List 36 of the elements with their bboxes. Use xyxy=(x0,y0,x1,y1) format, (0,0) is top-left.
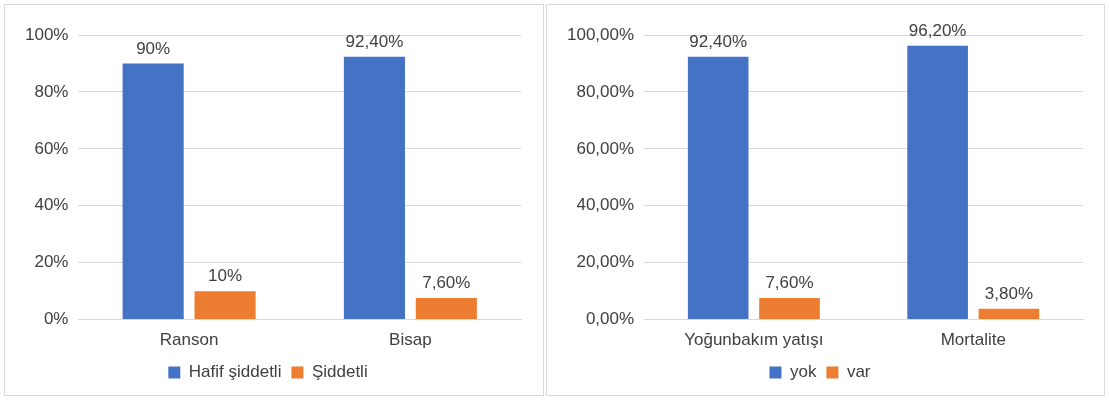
bar xyxy=(122,63,184,320)
legend-label: yok xyxy=(789,362,817,382)
bar xyxy=(906,45,968,320)
data-label: 7,60% xyxy=(764,273,814,293)
data-label: 10% xyxy=(208,266,243,286)
legend-label: Şiddetli xyxy=(311,362,368,382)
bar xyxy=(687,56,748,320)
y-tick-label: 80,00% xyxy=(575,81,634,101)
legend-label: var xyxy=(846,362,871,382)
y-tick-label: 40,00% xyxy=(575,195,634,215)
y-tick-label: 60% xyxy=(34,138,69,158)
y-tick-label: 100,00% xyxy=(566,24,634,44)
y-tick-label: 40% xyxy=(34,195,69,215)
y-tick-label: 20,00% xyxy=(575,252,634,272)
x-tick-label: Yoğunbakım yatışı xyxy=(683,330,823,350)
bar xyxy=(978,308,1039,320)
legend-label: Hafif şiddetli xyxy=(188,362,282,382)
y-tick-label: 20% xyxy=(34,252,69,272)
bar xyxy=(343,56,405,320)
y-tick-label: 0% xyxy=(43,309,69,329)
bar xyxy=(194,291,256,320)
y-tick-label: 60,00% xyxy=(575,138,634,158)
y-tick-label: 100% xyxy=(25,24,69,44)
x-tick-label: Bisap xyxy=(389,330,432,350)
data-label: 92,40% xyxy=(688,31,747,51)
data-label: 96,20% xyxy=(908,21,966,40)
data-label: 90% xyxy=(136,38,171,58)
y-tick-label: 0,00% xyxy=(585,309,634,329)
x-tick-label: Mortalite xyxy=(940,330,1006,350)
y-tick-label: 80% xyxy=(34,81,69,101)
x-tick-label: Ranson xyxy=(159,330,219,350)
data-label: 3,80% xyxy=(984,283,1033,303)
data-label: 7,60% xyxy=(422,273,471,293)
data-label: 92,40% xyxy=(345,31,404,51)
bar xyxy=(415,297,477,320)
bar xyxy=(758,297,820,320)
